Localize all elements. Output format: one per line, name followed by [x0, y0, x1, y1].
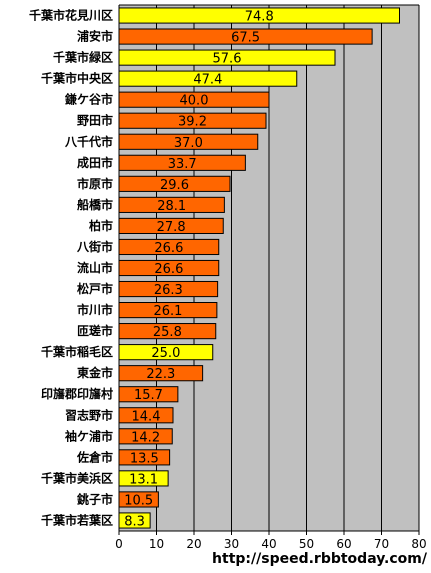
- data-label: 37.0: [174, 136, 203, 151]
- category-label: 船橋市: [77, 197, 113, 212]
- category-label: 千葉市緑区: [53, 50, 113, 65]
- data-label: 25.8: [153, 325, 182, 340]
- x-tick-label: 80: [411, 537, 426, 551]
- x-tick-label: 70: [374, 537, 389, 551]
- data-label: 8.3: [124, 514, 145, 529]
- category-label: 習志野市: [65, 407, 113, 422]
- data-label: 39.2: [178, 115, 207, 130]
- category-label: 浦安市: [77, 29, 113, 44]
- data-label: 15.7: [134, 388, 163, 403]
- category-label: 千葉市花見川区: [29, 8, 113, 23]
- data-label: 67.5: [231, 31, 260, 46]
- data-label: 14.2: [131, 430, 160, 445]
- data-label: 27.8: [157, 220, 186, 235]
- data-label: 40.0: [180, 94, 209, 109]
- source-url: http://speed.rbbtoday.com/: [212, 551, 427, 567]
- data-label: 47.4: [193, 73, 222, 88]
- category-label: 松戸市: [77, 281, 113, 296]
- category-label: 流山市: [77, 260, 113, 275]
- category-label: 千葉市稲毛区: [41, 344, 113, 359]
- data-label: 29.6: [160, 178, 189, 193]
- data-label: 57.6: [213, 52, 242, 67]
- category-label: 千葉市中央区: [41, 71, 113, 86]
- category-label: 匝瑳市: [77, 323, 113, 338]
- data-label: 26.6: [154, 241, 183, 256]
- category-label: 袖ケ浦市: [65, 428, 113, 443]
- data-label: 28.1: [157, 199, 186, 214]
- category-label: 八千代市: [64, 134, 113, 149]
- category-label: 千葉市美浜区: [41, 470, 113, 485]
- data-label: 10.5: [124, 493, 153, 508]
- category-label: 印旛郡印旛村: [41, 386, 113, 401]
- category-label: 銚子市: [77, 491, 113, 506]
- data-label: 26.6: [154, 262, 183, 277]
- category-label: 成田市: [77, 155, 113, 170]
- category-label: 柏市: [89, 218, 113, 233]
- category-label: 八街市: [76, 239, 113, 254]
- x-tick-label: 40: [261, 537, 276, 551]
- data-label: 74.8: [245, 10, 274, 25]
- x-tick-label: 60: [336, 537, 351, 551]
- category-label: 千葉市若葉区: [41, 512, 113, 527]
- data-label: 14.4: [132, 409, 161, 424]
- x-tick-label: 0: [115, 537, 123, 551]
- x-tick-label: 20: [186, 537, 201, 551]
- data-label: 13.5: [130, 451, 159, 466]
- x-tick-label: 50: [299, 537, 314, 551]
- data-label: 13.1: [129, 472, 158, 487]
- data-label: 25.0: [151, 346, 180, 361]
- category-label: 東金市: [77, 365, 113, 380]
- data-label: 33.7: [168, 157, 197, 172]
- category-label: 佐倉市: [76, 449, 113, 464]
- category-label: 市川市: [77, 302, 113, 317]
- x-tick-label: 10: [149, 537, 164, 551]
- data-label: 22.3: [146, 367, 175, 382]
- data-label: 26.1: [153, 304, 182, 319]
- category-label: 市原市: [77, 176, 113, 191]
- category-label: 野田市: [77, 113, 113, 128]
- x-tick-label: 30: [224, 537, 239, 551]
- data-label: 26.3: [154, 283, 183, 298]
- category-label: 鎌ケ谷市: [64, 92, 113, 107]
